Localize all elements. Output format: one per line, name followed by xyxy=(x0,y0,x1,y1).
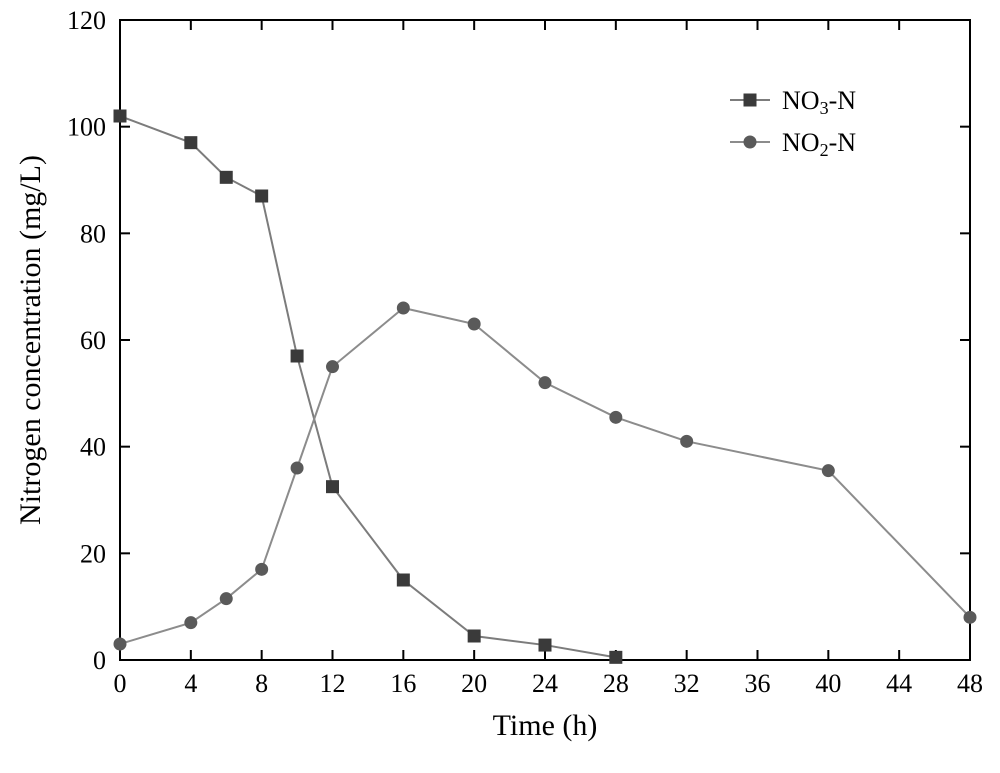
marker-no3n xyxy=(220,171,232,183)
marker-no2n xyxy=(681,435,693,447)
y-tick-label: 0 xyxy=(93,646,106,675)
y-tick-label: 120 xyxy=(67,6,106,35)
marker-no3n xyxy=(610,651,622,663)
marker-no2n xyxy=(822,465,834,477)
marker-no2n xyxy=(114,638,126,650)
x-tick-label: 4 xyxy=(184,669,197,698)
x-tick-label: 16 xyxy=(390,669,416,698)
legend-marker-no2n xyxy=(744,136,756,148)
marker-no3n xyxy=(468,630,480,642)
x-tick-label: 8 xyxy=(255,669,268,698)
x-tick-label: 28 xyxy=(603,669,629,698)
marker-no2n xyxy=(397,302,409,314)
marker-no2n xyxy=(327,361,339,373)
x-axis-title: Time (h) xyxy=(493,709,598,742)
marker-no3n xyxy=(185,137,197,149)
marker-no2n xyxy=(610,411,622,423)
legend-marker-no3n xyxy=(744,94,756,106)
x-tick-label: 20 xyxy=(461,669,487,698)
y-tick-label: 40 xyxy=(80,433,106,462)
marker-no2n xyxy=(256,563,268,575)
marker-no3n xyxy=(397,574,409,586)
marker-no3n xyxy=(114,110,126,122)
y-axis-title: Nitrogen concentration (mg/L) xyxy=(14,155,47,525)
marker-no2n xyxy=(185,617,197,629)
x-tick-label: 44 xyxy=(886,669,912,698)
legend-label-no3n: NO3-N xyxy=(782,86,856,118)
y-tick-label: 100 xyxy=(67,113,106,142)
y-tick-label: 20 xyxy=(80,539,106,568)
marker-no3n xyxy=(256,190,268,202)
x-tick-label: 12 xyxy=(320,669,346,698)
x-tick-label: 32 xyxy=(674,669,700,698)
y-tick-label: 60 xyxy=(80,326,106,355)
chart-container: 04812162024283236404448Time (h)020406080… xyxy=(0,0,1000,773)
marker-no2n xyxy=(220,593,232,605)
marker-no2n xyxy=(468,318,480,330)
x-tick-label: 40 xyxy=(815,669,841,698)
marker-no2n xyxy=(539,377,551,389)
x-tick-label: 36 xyxy=(745,669,771,698)
marker-no3n xyxy=(327,481,339,493)
x-tick-label: 24 xyxy=(532,669,558,698)
nitrogen-chart: 04812162024283236404448Time (h)020406080… xyxy=(0,0,1000,773)
marker-no2n xyxy=(291,462,303,474)
y-tick-label: 80 xyxy=(80,219,106,248)
x-tick-label: 0 xyxy=(114,669,127,698)
x-tick-label: 48 xyxy=(957,669,983,698)
marker-no3n xyxy=(291,350,303,362)
legend-label-no2n: NO2-N xyxy=(782,128,856,160)
marker-no3n xyxy=(539,639,551,651)
marker-no2n xyxy=(964,611,976,623)
